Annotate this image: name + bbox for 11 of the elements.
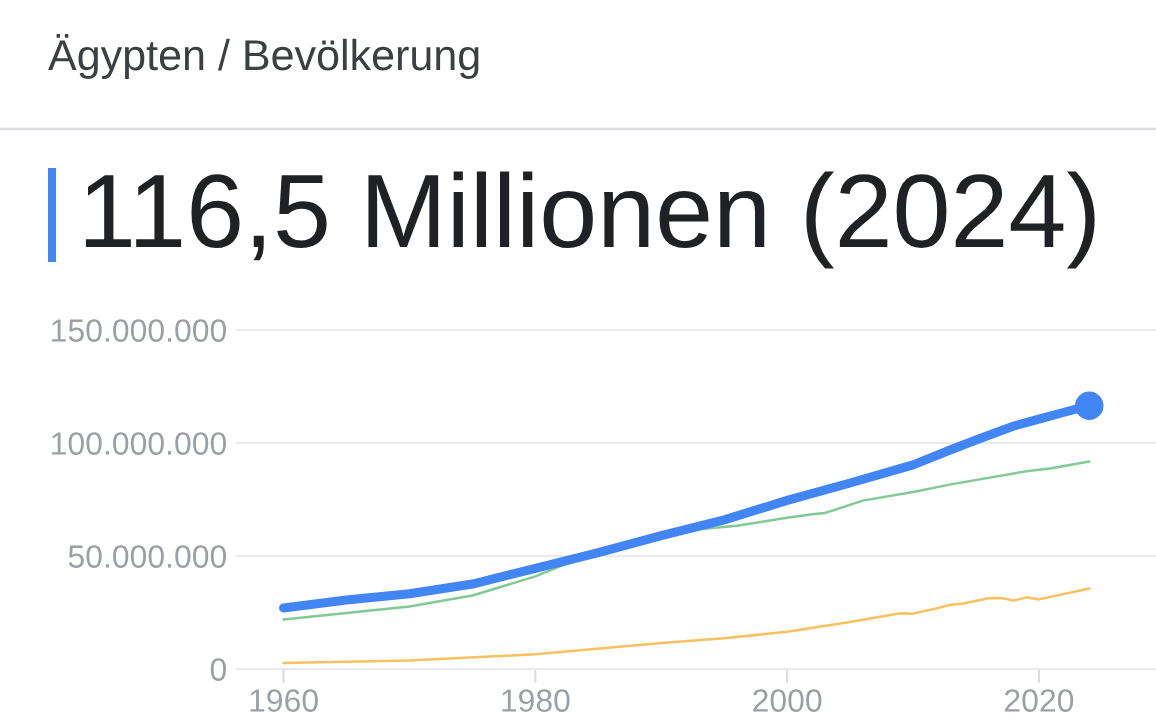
y-tick-label: 50.000.000	[68, 545, 227, 568]
x-tick-label: 1960	[250, 689, 318, 712]
x-tick-label: 2020	[1005, 689, 1074, 712]
x-tick-label: 2000	[753, 689, 822, 712]
y-tick-label: 0	[210, 658, 227, 681]
y-tick-label: 100.000.000	[52, 432, 227, 455]
y-tick-label: 150.000.000	[52, 319, 227, 342]
chart-title: Ägypten / Bevölkerung	[48, 33, 479, 79]
line-series	[282, 587, 1091, 665]
chart-subtitle: 116,5 Millionen (2024)	[85, 171, 1095, 269]
x-tick-label: 1980	[502, 689, 570, 712]
